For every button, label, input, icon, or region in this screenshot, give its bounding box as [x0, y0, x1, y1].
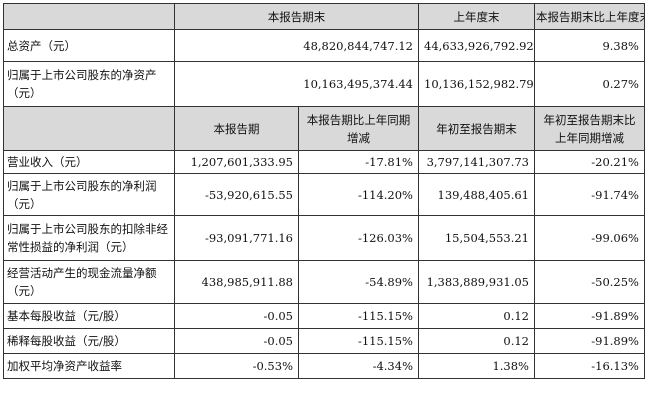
value-ytd: 1,383,889,931.05	[418, 260, 535, 304]
financial-summary-table: 本报告期末 上年度末 本报告期末比上年度末增减 总资产（元） 48,820,84…	[3, 3, 645, 379]
value-change: 0.27%	[534, 61, 645, 107]
table-row: 营业收入（元） 1,207,601,333.95 -17.81% 3,797,1…	[3, 150, 645, 174]
top-table-row: 归属于上市公司股东的净资产（元） 10,163,495,374.44 10,13…	[3, 61, 645, 107]
row-label: 营业收入（元）	[3, 150, 175, 174]
value-period-change: -126.03%	[298, 215, 419, 261]
value-period: -53,920,615.55	[174, 173, 299, 216]
value-ytd-change: -91.74%	[534, 173, 645, 216]
value-ytd: 139,488,405.61	[418, 173, 535, 216]
value-period-change: -4.34%	[298, 353, 419, 379]
value-prior-year-end: 44,633,926,792.92	[418, 29, 535, 62]
header-ytd-change: 年初至报告期末比上年同期增减	[534, 106, 645, 151]
row-label: 稀释每股收益（元/股）	[3, 328, 175, 354]
value-ytd-change: -99.06%	[534, 215, 645, 261]
header-period-change: 本报告期比上年同期增减	[298, 106, 419, 151]
value-ytd: 3,797,141,307.73	[418, 150, 535, 174]
row-label: 经营活动产生的现金流量净额（元）	[3, 260, 175, 304]
value-period: 1,207,601,333.95	[174, 150, 299, 174]
value-ytd: 0.12	[418, 303, 535, 329]
value-period-change: -114.20%	[298, 173, 419, 216]
value-ytd: 15,504,553.21	[418, 215, 535, 261]
value-period: -0.05	[174, 328, 299, 354]
header-corner-cell	[3, 3, 175, 30]
table-row: 归属于上市公司股东的扣除非经常性损益的净利润（元） -93,091,771.16…	[3, 215, 645, 261]
value-ytd-change: -91.89%	[534, 328, 645, 354]
row-label: 总资产（元）	[3, 29, 175, 62]
mid-header-row: 本报告期 本报告期比上年同期增减 年初至报告期末 年初至报告期末比上年同期增减	[3, 106, 645, 151]
value-period-change: -54.89%	[298, 260, 419, 304]
table-row: 经营活动产生的现金流量净额（元） 438,985,911.88 -54.89% …	[3, 260, 645, 304]
row-label: 归属于上市公司股东的净资产（元）	[3, 61, 175, 107]
value-end-of-period: 48,820,844,747.12	[174, 29, 419, 62]
row-label: 归属于上市公司股东的净利润（元）	[3, 173, 175, 216]
header-current-period: 本报告期	[174, 106, 299, 151]
value-change: 9.38%	[534, 29, 645, 62]
value-prior-year-end: 10,136,152,982.79	[418, 61, 535, 107]
top-header-row: 本报告期末 上年度末 本报告期末比上年度末增减	[3, 3, 645, 30]
value-period-change: -115.15%	[298, 328, 419, 354]
table-row: 归属于上市公司股东的净利润（元） -53,920,615.55 -114.20%…	[3, 173, 645, 216]
header-change-vs-prior-year: 本报告期末比上年度末增减	[534, 3, 645, 30]
table-row: 稀释每股收益（元/股） -0.05 -115.15% 0.12 -91.89%	[3, 328, 645, 354]
row-label: 归属于上市公司股东的扣除非经常性损益的净利润（元）	[3, 215, 175, 261]
value-period-change: -17.81%	[298, 150, 419, 174]
table-row: 基本每股收益（元/股） -0.05 -115.15% 0.12 -91.89%	[3, 303, 645, 329]
value-period: -93,091,771.16	[174, 215, 299, 261]
value-ytd-change: -16.13%	[534, 353, 645, 379]
value-period: -0.53%	[174, 353, 299, 379]
header-end-of-period: 本报告期末	[174, 3, 419, 30]
value-period: -0.05	[174, 303, 299, 329]
mid-header-corner-cell	[3, 106, 175, 151]
value-period: 438,985,911.88	[174, 260, 299, 304]
value-ytd: 0.12	[418, 328, 535, 354]
top-table-row: 总资产（元） 48,820,844,747.12 44,633,926,792.…	[3, 29, 645, 62]
value-ytd: 1.38%	[418, 353, 535, 379]
header-year-to-date: 年初至报告期末	[418, 106, 535, 151]
row-label: 基本每股收益（元/股）	[3, 303, 175, 329]
value-ytd-change: -20.21%	[534, 150, 645, 174]
header-prior-year-end: 上年度末	[418, 3, 535, 30]
value-end-of-period: 10,163,495,374.44	[174, 61, 419, 107]
value-period-change: -115.15%	[298, 303, 419, 329]
row-label: 加权平均净资产收益率	[3, 353, 175, 379]
table-row: 加权平均净资产收益率 -0.53% -4.34% 1.38% -16.13%	[3, 353, 645, 379]
value-ytd-change: -91.89%	[534, 303, 645, 329]
value-ytd-change: -50.25%	[534, 260, 645, 304]
